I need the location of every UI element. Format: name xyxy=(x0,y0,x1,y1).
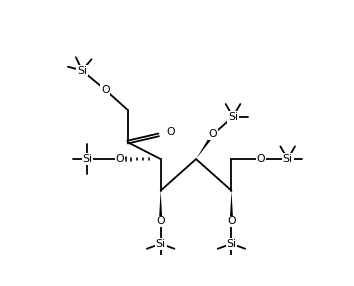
Text: Si: Si xyxy=(227,239,236,249)
Text: O: O xyxy=(256,154,265,164)
Text: Si: Si xyxy=(228,112,238,122)
Text: Si: Si xyxy=(77,65,87,76)
Text: O: O xyxy=(166,127,175,137)
Text: Si: Si xyxy=(82,154,92,164)
Polygon shape xyxy=(159,191,162,221)
Text: O: O xyxy=(115,154,124,164)
Text: Si: Si xyxy=(283,154,293,164)
Text: O: O xyxy=(227,217,236,227)
Text: O: O xyxy=(156,217,165,227)
Polygon shape xyxy=(196,134,215,159)
Text: Si: Si xyxy=(156,239,166,249)
Polygon shape xyxy=(230,191,233,221)
Text: O: O xyxy=(101,85,109,95)
Text: O: O xyxy=(209,130,217,139)
